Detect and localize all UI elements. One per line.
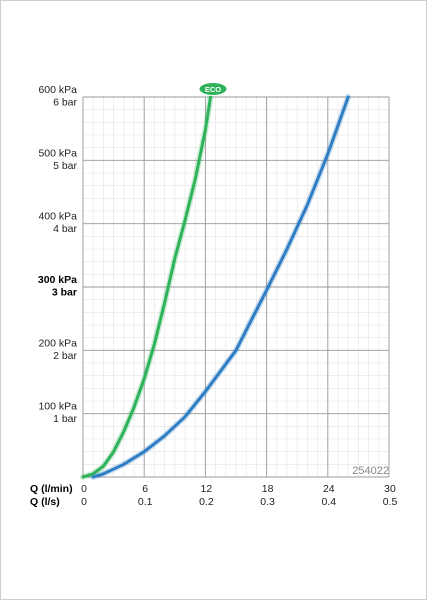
x-secondary-tick-label: 0 (81, 496, 87, 508)
eco-badge: ECO (198, 82, 228, 96)
x-secondary-tick-label: 0.3 (260, 496, 275, 508)
x-secondary-title: Q (l/s) (30, 496, 60, 508)
y-tick-label-bar: 1 bar (53, 413, 77, 425)
y-tick-label-bar: 3 bar (52, 287, 77, 299)
y-tick-label-kpa: 600 kPa (38, 84, 77, 96)
y-tick-label-bar: 4 bar (53, 223, 77, 235)
x-secondary-tick-label: 0.2 (199, 496, 214, 508)
major-grid (82, 96, 390, 478)
y-tick-label-bar: 5 bar (53, 160, 77, 172)
product-code: 254022 (352, 465, 389, 477)
x-secondary-tick-label: 0.5 (383, 496, 398, 508)
x-primary-tick-label: 6 (142, 483, 148, 495)
x-primary-tick-label: 24 (323, 483, 335, 495)
x-primary-title: Q (l/min) (30, 483, 73, 495)
y-tick-label-kpa: 100 kPa (38, 401, 77, 413)
y-tick-label-kpa: 200 kPa (38, 337, 77, 349)
y-tick-label-bar: 2 bar (53, 350, 77, 362)
x-primary-tick-label: 12 (201, 483, 213, 495)
x-axis-labels: 0 6 12 18 24 30 0 0.1 0.2 0.3 0.4 0.5 (81, 483, 397, 508)
x-primary-tick-label: 30 (384, 483, 396, 495)
eco-badge-shape (198, 82, 228, 96)
y-tick-label-bar: 6 bar (53, 97, 77, 109)
series-layer (80, 94, 352, 480)
series-line-0 (81, 95, 212, 479)
eco-badge-label: ECO (205, 85, 221, 94)
x-primary-tick-label: 0 (81, 483, 87, 495)
y-tick-label-kpa: 500 kPa (38, 147, 77, 159)
y-tick-label-kpa: 400 kPa (38, 211, 77, 223)
x-primary-tick-label: 18 (262, 483, 274, 495)
series-line-1 (91, 95, 350, 479)
y-tick-label-kpa: 300 kPa (38, 274, 77, 286)
x-secondary-tick-label: 0.1 (138, 496, 153, 508)
x-secondary-tick-label: 0.4 (321, 496, 336, 508)
